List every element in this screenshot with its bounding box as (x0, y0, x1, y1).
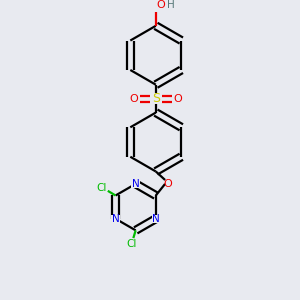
FancyBboxPatch shape (111, 215, 120, 223)
Text: S: S (152, 92, 160, 105)
Text: N: N (132, 179, 140, 189)
FancyBboxPatch shape (131, 180, 140, 188)
Text: N: N (112, 214, 119, 224)
Text: Cl: Cl (127, 238, 137, 248)
Text: O: O (163, 179, 172, 189)
Text: O: O (156, 0, 165, 10)
Text: Cl: Cl (96, 183, 107, 193)
Text: O: O (173, 94, 182, 103)
Text: H: H (167, 0, 174, 10)
FancyBboxPatch shape (152, 215, 160, 223)
Text: N: N (152, 214, 160, 224)
Text: O: O (130, 94, 139, 103)
